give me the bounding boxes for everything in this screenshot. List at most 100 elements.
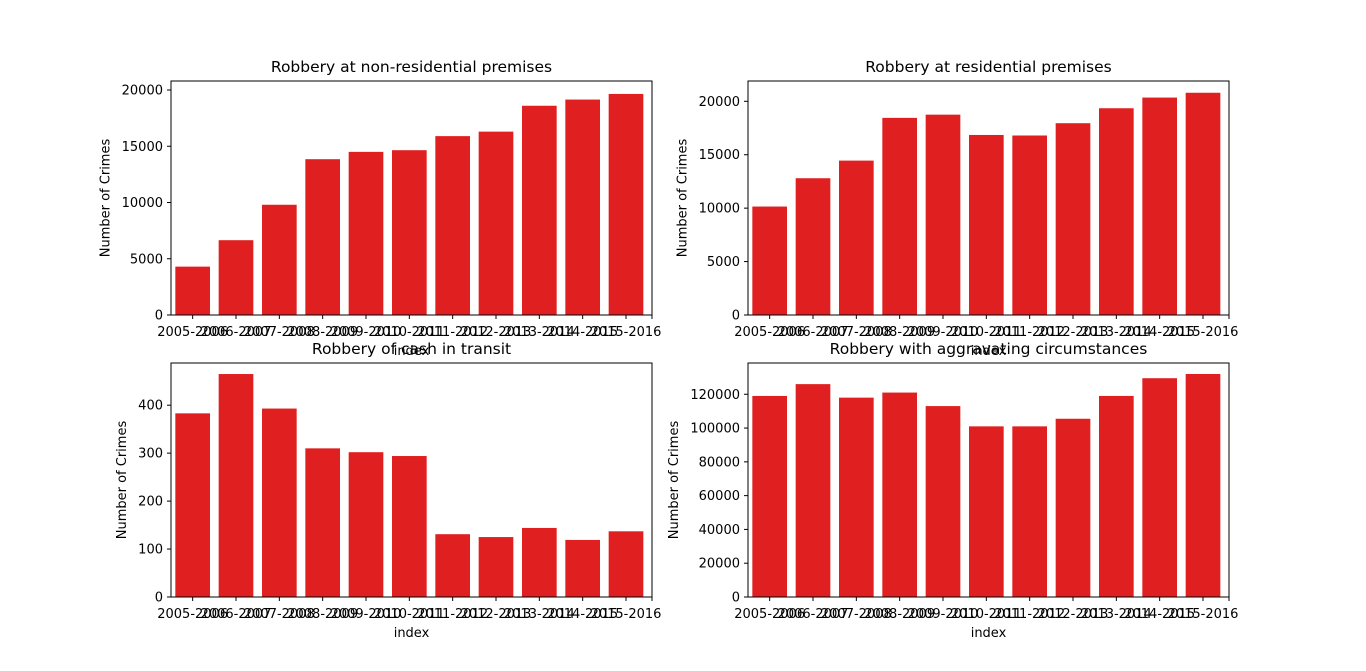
y-tick-label: 400 xyxy=(138,399,163,414)
x-tick-label: 2005-2006 xyxy=(157,607,228,622)
bar-2012-2013 xyxy=(1055,123,1091,316)
x-tick-label: 2011-2012 xyxy=(417,607,488,622)
y-tick-label: 100 xyxy=(138,543,163,558)
bar-2014-2015 xyxy=(565,99,600,315)
y-axis-label: Number of Crimes xyxy=(115,421,130,540)
bar-2009-2010 xyxy=(348,151,384,315)
bar-2015-2016 xyxy=(1185,92,1221,316)
x-tick-label: 2012-2013 xyxy=(1038,607,1109,622)
axes-frame xyxy=(170,362,653,598)
x-tick-label: 2014-2015 xyxy=(1124,325,1195,340)
x-tick-label: 2007-2008 xyxy=(244,325,315,340)
y-tick-label: 10000 xyxy=(699,202,740,217)
y-tick-label: 60000 xyxy=(699,489,740,504)
bar-2014-2015 xyxy=(1142,378,1177,597)
bar-2005-2006 xyxy=(752,206,787,315)
x-tick-label: 2006-2007 xyxy=(778,607,849,622)
y-tick-label: 20000 xyxy=(699,557,740,572)
x-tick-label: 2015-2016 xyxy=(1168,607,1239,622)
bar-2008-2009 xyxy=(305,159,340,315)
bar-2005-2006 xyxy=(175,266,210,315)
x-tick-label: 2010-2011 xyxy=(374,325,445,340)
y-tick-label: 15000 xyxy=(699,148,740,163)
bar-2007-2008 xyxy=(262,408,297,597)
x-tick-label: 2015-2016 xyxy=(591,607,662,622)
y-axis-label: Number of Crimes xyxy=(99,139,114,258)
bar-2011-2012 xyxy=(1012,426,1047,597)
x-axis-label: index xyxy=(971,344,1007,359)
x-tick-label: 2009-2010 xyxy=(908,607,979,622)
bar-2010-2011 xyxy=(392,456,427,597)
x-tick-label: 2006-2007 xyxy=(778,325,849,340)
subplot-2: 050001000015000200002005-20062006-200720… xyxy=(676,58,1239,359)
bar-2005-2006 xyxy=(175,413,210,597)
bar-2008-2009 xyxy=(882,392,917,597)
bar-2007-2008 xyxy=(839,160,874,315)
x-tick-label: 2008-2009 xyxy=(287,607,358,622)
bar-2011-2012 xyxy=(1012,135,1047,315)
bar-2013-2014 xyxy=(522,527,557,597)
x-tick-label: 2005-2006 xyxy=(734,607,805,622)
x-tick-label: 2005-2006 xyxy=(734,325,805,340)
y-tick-label: 20000 xyxy=(699,95,740,110)
y-axis-label: Number of Crimes xyxy=(676,139,691,258)
bar-2012-2013 xyxy=(478,131,514,315)
x-tick-label: 2012-2013 xyxy=(461,607,532,622)
bar-2009-2010 xyxy=(925,114,961,315)
y-tick-label: 10000 xyxy=(122,196,163,211)
x-tick-label: 2008-2009 xyxy=(864,325,935,340)
y-tick-label: 0 xyxy=(155,309,163,324)
x-tick-label: 2011-2012 xyxy=(994,607,1065,622)
x-tick-label: 2008-2009 xyxy=(287,325,358,340)
x-axis-label: index xyxy=(394,344,430,359)
bar-2007-2008 xyxy=(839,397,874,597)
bar-2010-2011 xyxy=(392,150,427,315)
x-tick-label: 2005-2006 xyxy=(157,325,228,340)
bar-2007-2008 xyxy=(262,204,297,315)
bar-2005-2006 xyxy=(752,395,787,597)
y-tick-label: 15000 xyxy=(122,140,163,155)
bar-2006-2007 xyxy=(218,374,254,597)
x-tick-label: 2006-2007 xyxy=(201,325,272,340)
bar-2014-2015 xyxy=(1142,97,1177,315)
x-tick-label: 2007-2008 xyxy=(821,607,892,622)
chart-title: Robbery of cash in transit xyxy=(312,340,511,358)
x-tick-label: 2013-2014 xyxy=(1081,607,1152,622)
bar-2011-2012 xyxy=(435,534,470,597)
x-tick-label: 2015-2016 xyxy=(591,325,662,340)
bar-2015-2016 xyxy=(608,531,644,597)
bar-2006-2007 xyxy=(795,178,831,315)
bar-2013-2014 xyxy=(1099,395,1134,597)
x-tick-label: 2013-2014 xyxy=(504,325,575,340)
bar-2008-2009 xyxy=(305,448,340,597)
x-tick-label: 2014-2015 xyxy=(1124,607,1195,622)
axes-frame xyxy=(170,80,653,316)
bar-2014-2015 xyxy=(565,539,600,597)
x-tick-label: 2007-2008 xyxy=(244,607,315,622)
x-tick-label: 2011-2012 xyxy=(417,325,488,340)
y-tick-label: 5000 xyxy=(130,252,163,267)
bar-2009-2010 xyxy=(348,452,384,597)
bar-2015-2016 xyxy=(608,93,644,315)
x-axis-label: index xyxy=(394,626,430,641)
x-axis-label: index xyxy=(971,626,1007,641)
x-tick-label: 2014-2015 xyxy=(547,607,618,622)
bar-2013-2014 xyxy=(1099,108,1134,315)
y-tick-label: 80000 xyxy=(699,455,740,470)
bar-2012-2013 xyxy=(1055,418,1091,597)
x-tick-label: 2010-2011 xyxy=(951,607,1022,622)
x-tick-label: 2008-2009 xyxy=(864,607,935,622)
x-tick-label: 2009-2010 xyxy=(331,325,402,340)
subplot-4: 0 20000 40000 60000 80000 100000 120000 2005-20… xyxy=(667,340,1238,641)
x-tick-label: 2011-2012 xyxy=(994,325,1065,340)
y-tick-label: 200 xyxy=(138,495,163,510)
y-tick-label: 0 xyxy=(732,309,740,324)
x-tick-label: 2007-2008 xyxy=(821,325,892,340)
bar-2006-2007 xyxy=(795,384,831,597)
bar-2006-2007 xyxy=(218,240,254,315)
chart-title: Robbery with aggravating circumstances xyxy=(830,340,1148,358)
axes-frame xyxy=(747,362,1230,598)
y-tick-label: 0 xyxy=(155,591,163,606)
bar-2009-2010 xyxy=(925,406,961,597)
